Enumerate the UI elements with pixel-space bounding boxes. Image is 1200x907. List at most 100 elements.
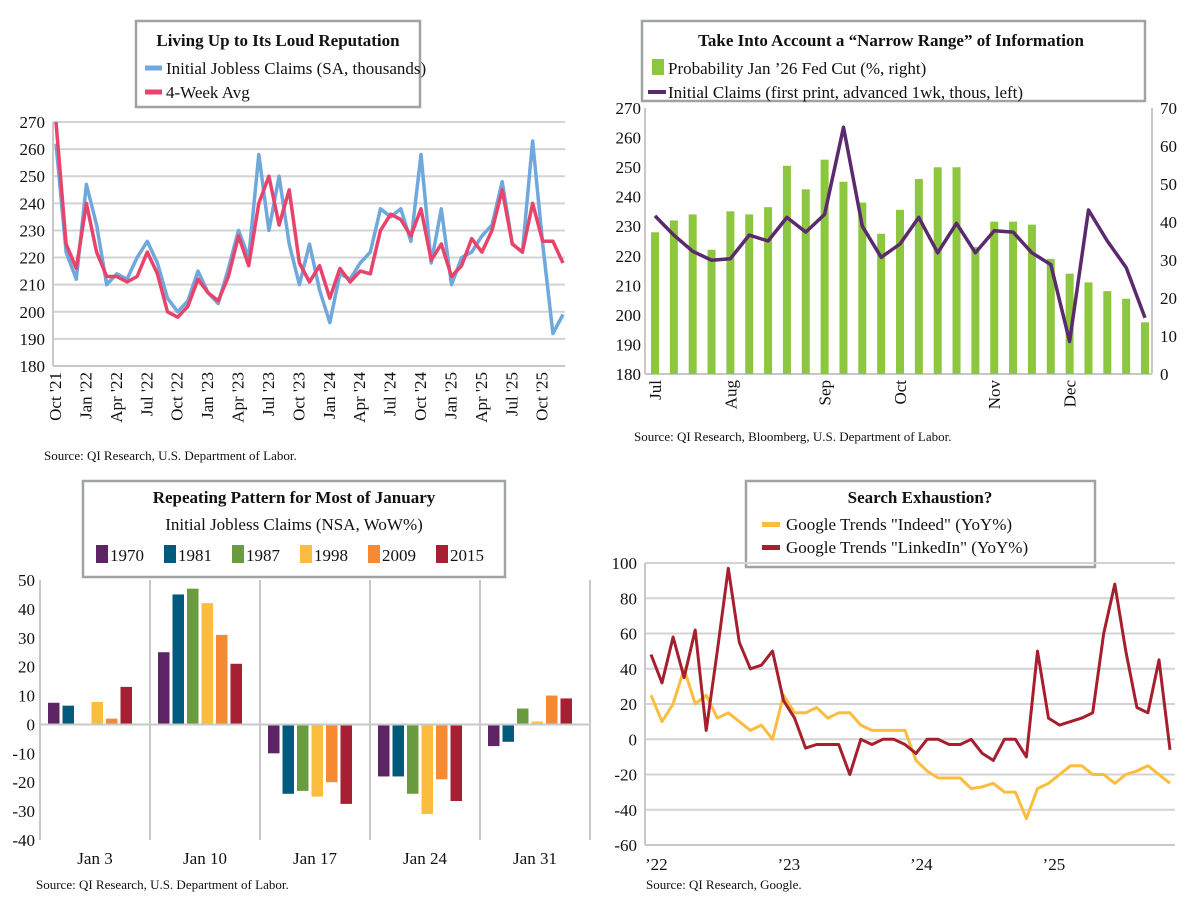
- x-category-label: Jan 10: [183, 849, 227, 868]
- y-right-tick-label: 0: [1160, 365, 1169, 384]
- source-note-4: Source: QI Research, Google.: [646, 877, 802, 892]
- x-tick-label: Oct '23: [289, 372, 308, 421]
- y-tick-label: 210: [20, 276, 46, 295]
- bar-1998: [311, 724, 323, 797]
- y-right-tick-label: 60: [1160, 137, 1177, 156]
- y-tick-label: -30: [12, 802, 35, 821]
- y-tick-label: 10: [18, 687, 35, 706]
- bar-1987: [407, 724, 419, 794]
- y-tick-label: 20: [18, 658, 35, 677]
- y-right-tick-label: 20: [1160, 289, 1177, 308]
- bar-2009: [326, 724, 338, 783]
- x-tick-label: Dec: [1061, 380, 1080, 408]
- bar-1998: [201, 603, 213, 725]
- y-left-tick-label: 240: [616, 188, 642, 207]
- bar-fed-cut-probability: [1009, 221, 1018, 374]
- series-line-initial-claims: [653, 125, 1147, 344]
- x-tick-label: Jan '24: [320, 372, 339, 419]
- bar-fed-cut-probability: [669, 220, 678, 374]
- x-tick-label: Sep: [816, 380, 835, 406]
- x-tick-label: Nov: [985, 380, 1004, 410]
- legend-label-1981: 1981: [178, 546, 212, 565]
- y-tick-label: 40: [18, 600, 35, 619]
- y-tick-label: 270: [20, 113, 46, 132]
- bar-fed-cut-probability: [782, 165, 791, 374]
- legend-swatch-1981: [164, 545, 176, 563]
- bar-1998: [91, 701, 103, 725]
- legend-label-initial: Initial Claims (first print, advanced 1w…: [668, 83, 1023, 102]
- x-tick-label: Aug: [721, 380, 740, 410]
- bar-2009: [106, 718, 118, 725]
- y-tick-label: -20: [12, 773, 35, 792]
- x-category-label: Jan 24: [403, 849, 447, 868]
- source-note-1: Source: QI Research, U.S. Department of …: [44, 448, 297, 463]
- x-tick-label: ’24: [910, 855, 933, 874]
- bar-fed-cut-probability: [1065, 273, 1074, 374]
- y-right-tick-label: 50: [1160, 175, 1177, 194]
- y-tick-label: 190: [20, 330, 46, 349]
- x-tick-label: Jul '25: [502, 372, 521, 416]
- legend-panel-3: Repeating Pattern for Most of January In…: [81, 479, 507, 579]
- y-tick-label: 0: [629, 730, 638, 749]
- y-left-tick-label: 270: [616, 99, 642, 118]
- bar-1998: [531, 721, 543, 725]
- bar-fed-cut-probability: [1141, 322, 1149, 374]
- legend-label-2009: 2009: [382, 546, 416, 565]
- x-tick-label: Jul '22: [137, 372, 156, 416]
- legend-swatch-2015: [436, 545, 448, 563]
- bar-fed-cut-probability: [726, 211, 735, 374]
- y-tick-label: 60: [620, 625, 637, 644]
- bar-2015: [120, 686, 132, 725]
- bar-fed-cut-probability: [990, 221, 999, 374]
- x-tick-label: Jan '23: [198, 372, 217, 419]
- bar-fed-cut-probability: [820, 159, 829, 374]
- chart-title-3: Repeating Pattern for Most of January: [153, 488, 436, 507]
- bar-fed-cut-probability: [877, 233, 886, 374]
- bar-2015: [450, 724, 462, 801]
- x-tick-label: Oct: [891, 380, 910, 405]
- x-tick-label: Jul: [646, 380, 665, 400]
- y-tick-label: -40: [614, 801, 637, 820]
- x-tick-label: Jan '22: [76, 372, 95, 419]
- bar-2015: [340, 724, 352, 804]
- bar-2015: [560, 698, 572, 725]
- legend-panel-4: Search Exhaustion? Google Trends "Indeed…: [744, 479, 1097, 569]
- legend-label-1970: 1970: [110, 546, 144, 565]
- bar-1970: [488, 724, 500, 747]
- bar-fed-cut-probability: [896, 209, 904, 374]
- series-line-indeed: [649, 667, 1171, 821]
- legend-label-linkedin: Google Trends "LinkedIn" (YoY%): [786, 538, 1028, 557]
- y-tick-label: -40: [12, 831, 35, 850]
- legend-panel-1: Living Up to Its Loud Reputation Initial…: [134, 19, 426, 109]
- y-tick-label: -20: [614, 766, 637, 785]
- y-tick-label: 220: [20, 249, 46, 268]
- source-note-2: Source: QI Research, Bloomberg, U.S. Dep…: [634, 429, 951, 444]
- bar-1987: [187, 588, 199, 725]
- y-tick-label: 50: [18, 571, 35, 590]
- bar-fed-cut-probability: [801, 189, 810, 374]
- legend-swatch-1998: [300, 545, 312, 563]
- bar-1981: [502, 724, 514, 742]
- x-tick-label: Oct '21: [46, 372, 65, 421]
- x-tick-label: Oct '24: [411, 372, 430, 421]
- series-line-linkedin: [649, 566, 1172, 776]
- bar-fed-cut-probability: [1122, 298, 1131, 374]
- series-line-4wk-avg: [54, 121, 565, 319]
- x-tick-label: Apr '25: [472, 372, 491, 423]
- bar-fed-cut-probability: [952, 167, 961, 374]
- legend-label-2015: 2015: [450, 546, 484, 565]
- y-right-tick-label: 30: [1160, 251, 1177, 270]
- legend-label-fedcut: Probability Jan ’26 Fed Cut (%, right): [668, 59, 926, 78]
- bar-1998: [421, 724, 433, 814]
- x-tick-label: Oct '22: [168, 372, 187, 421]
- y-tick-label: 230: [20, 221, 46, 240]
- y-tick-label: 100: [612, 554, 638, 573]
- chart-subtitle-3: Initial Jobless Claims (NSA, WoW%): [165, 515, 423, 534]
- bar-1981: [172, 594, 184, 725]
- y-tick-label: 20: [620, 695, 637, 714]
- bar-1987: [297, 724, 309, 791]
- legend-panel-2: Take Into Account a “Narrow Range” of In…: [640, 19, 1147, 103]
- y-left-tick-label: 190: [616, 335, 642, 354]
- x-category-label: Jan 17: [293, 849, 337, 868]
